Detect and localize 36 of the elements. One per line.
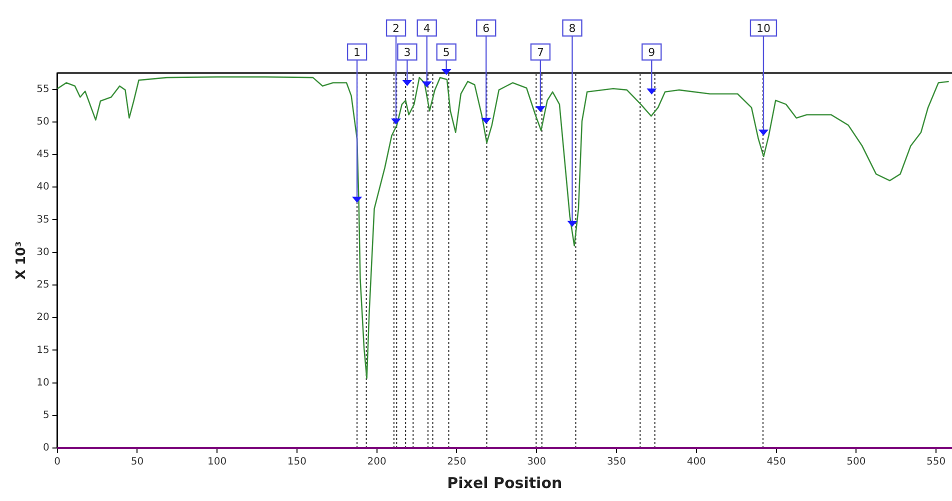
annotation: 10	[756, 22, 770, 35]
x-tick-label: 400	[686, 456, 706, 468]
y-tick-label: 40	[36, 182, 50, 193]
x-tick-label: 350	[606, 456, 626, 468]
x-axis-title: Pixel Position	[447, 474, 562, 492]
x-tick-label: 150	[287, 456, 307, 468]
y-tick-label: 20	[36, 312, 50, 324]
annotation: 2	[392, 22, 400, 35]
x-tick-label: 500	[846, 456, 866, 468]
annotation: 6	[482, 22, 490, 35]
annotation: 1	[354, 46, 361, 59]
annotation: 3	[404, 46, 411, 59]
y-tick-label: 50	[36, 116, 50, 128]
y-tick-label: 45	[36, 149, 50, 160]
x-tick-label: 300	[527, 456, 546, 468]
y-tick-label: 30	[36, 246, 50, 258]
x-tick-label: 550	[926, 456, 946, 468]
y-tick-label: 55	[36, 84, 50, 95]
x-tick-label: 250	[447, 456, 466, 468]
y-axis-title: X 10³	[14, 241, 30, 280]
x-tick-label: 0	[54, 456, 61, 468]
annotation: 9	[648, 46, 656, 59]
annotation: 4	[423, 22, 430, 35]
x-tick-label: 100	[208, 456, 227, 468]
annotation: 7	[536, 46, 544, 59]
x-tick-label: 50	[130, 456, 144, 468]
annotation: 5	[442, 46, 450, 59]
y-tick-label: 0	[42, 442, 50, 454]
annotation: 8	[568, 22, 576, 35]
y-tick-label: 35	[36, 214, 50, 226]
y-tick-label: 25	[36, 280, 50, 291]
y-tick-label: 5	[42, 410, 50, 421]
x-tick-label: 200	[367, 456, 386, 468]
y-tick-label: 15	[36, 344, 50, 356]
y-tick-label: 10	[36, 377, 50, 388]
x-tick-label: 450	[766, 456, 786, 468]
